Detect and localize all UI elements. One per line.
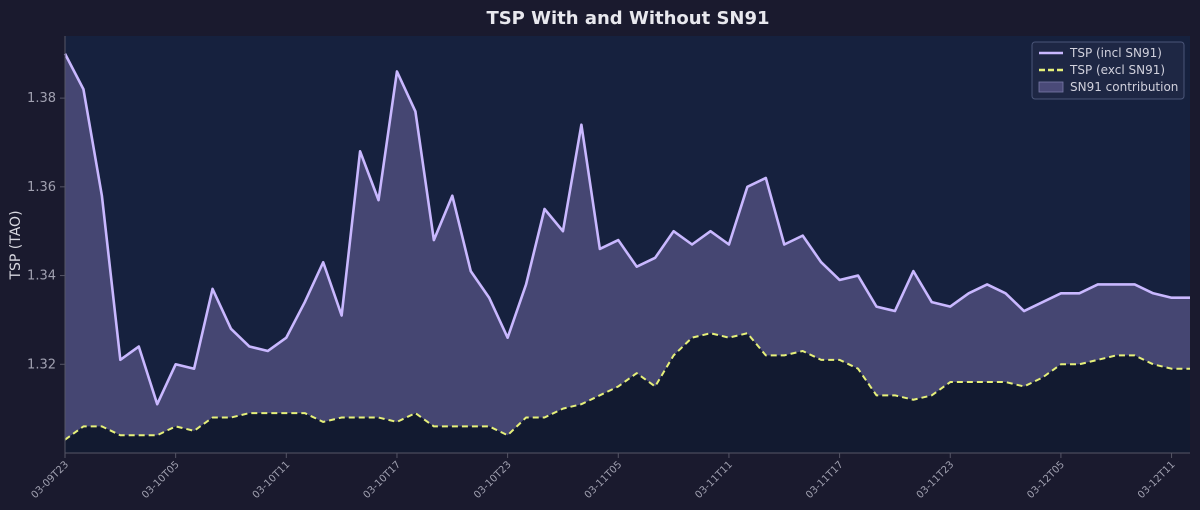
y-axis-label: TSP (TAO) [8, 210, 24, 280]
legend-sn91-contribution-swatch [1038, 81, 1064, 93]
y-tick-label: 1.38 [27, 91, 56, 106]
series-line-excl-sn91 [64, 332, 1190, 441]
fill-layer [65, 53, 1190, 453]
legend-incl-sn91-label: TSP (incl SN91) [1069, 46, 1162, 60]
legend-excl-sn91-label: TSP (excl SN91) [1069, 63, 1165, 77]
series-layer [63, 53, 1190, 441]
legend-sn91-contribution-label: SN91 contribution [1070, 80, 1178, 94]
y-tick-label: 1.36 [27, 180, 56, 195]
chart-title: TSP With and Without SN91 [486, 8, 769, 29]
sn91-contribution-area [65, 53, 1190, 440]
legend: TSP (incl SN91) TSP (excl SN91) SN91 contr… [1031, 41, 1185, 100]
y-tick-label: 1.32 [27, 357, 56, 372]
y-tick-label: 1.34 [27, 269, 56, 284]
legend-box [1031, 41, 1185, 100]
excl-underfill [65, 333, 1190, 453]
series-line-incl-sn91 [63, 53, 1190, 406]
